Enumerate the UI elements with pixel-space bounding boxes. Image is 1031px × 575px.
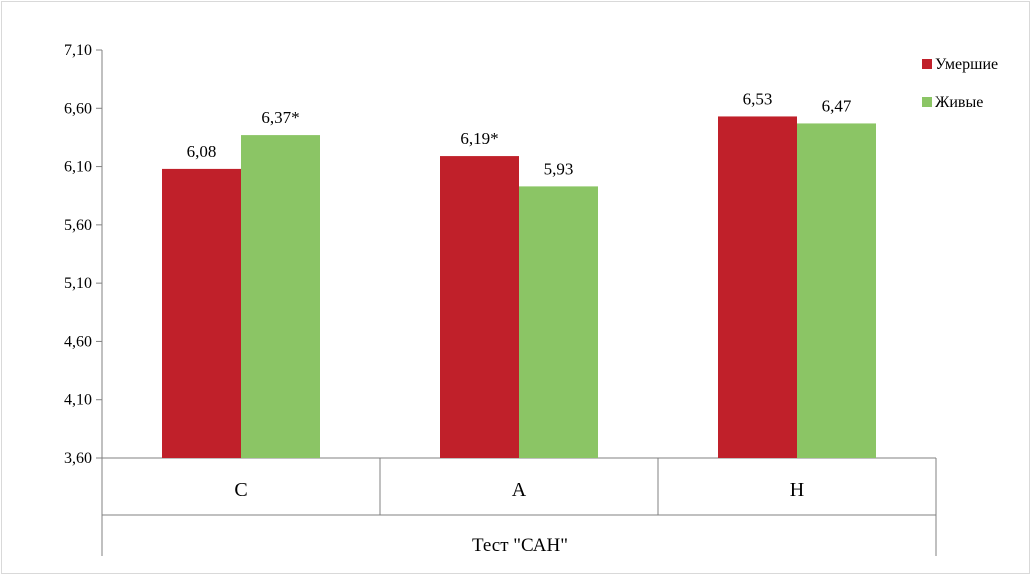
legend-swatch — [922, 97, 932, 107]
y-tick-label: 4,60 — [64, 333, 92, 350]
data-label: 5,93 — [544, 159, 574, 178]
data-label: 6,19* — [460, 129, 498, 148]
category-label: Н — [790, 479, 804, 501]
legend: Умершие Живые — [922, 56, 998, 111]
data-label: 6,47 — [822, 96, 852, 115]
y-tick-label: 5,10 — [64, 275, 92, 292]
bar-alive — [797, 123, 876, 458]
legend-label: Умершие — [935, 56, 998, 73]
category-label: А — [512, 479, 527, 501]
data-labels: 6,08 6,37* 6,19* 5,93 6,53 6,47 — [187, 89, 852, 178]
bar-dead — [162, 168, 241, 458]
y-tick-label: 5,60 — [64, 217, 92, 234]
x-axis-title: Тест "САН" — [472, 535, 568, 556]
y-tick-label: 7,10 — [64, 42, 92, 59]
bar-dead — [718, 116, 797, 459]
bars — [162, 116, 876, 459]
y-tick-label: 6,60 — [64, 100, 92, 117]
y-tick-label: 6,10 — [64, 159, 92, 176]
y-tick-label: 3,60 — [64, 450, 92, 467]
legend-swatch — [922, 59, 932, 69]
y-tick-label: 4,10 — [64, 392, 92, 409]
category-label: С — [234, 479, 247, 501]
data-label: 6,53 — [743, 89, 773, 108]
bar-alive — [241, 135, 320, 458]
data-label: 6,37* — [261, 108, 299, 127]
data-label: 6,08 — [187, 142, 217, 161]
bar-alive — [519, 186, 598, 459]
legend-label: Живые — [935, 94, 983, 111]
y-axis: 3,60 4,10 4,60 5,10 5,60 6,10 6,60 7,10 — [64, 42, 103, 467]
bar-dead — [440, 156, 519, 458]
